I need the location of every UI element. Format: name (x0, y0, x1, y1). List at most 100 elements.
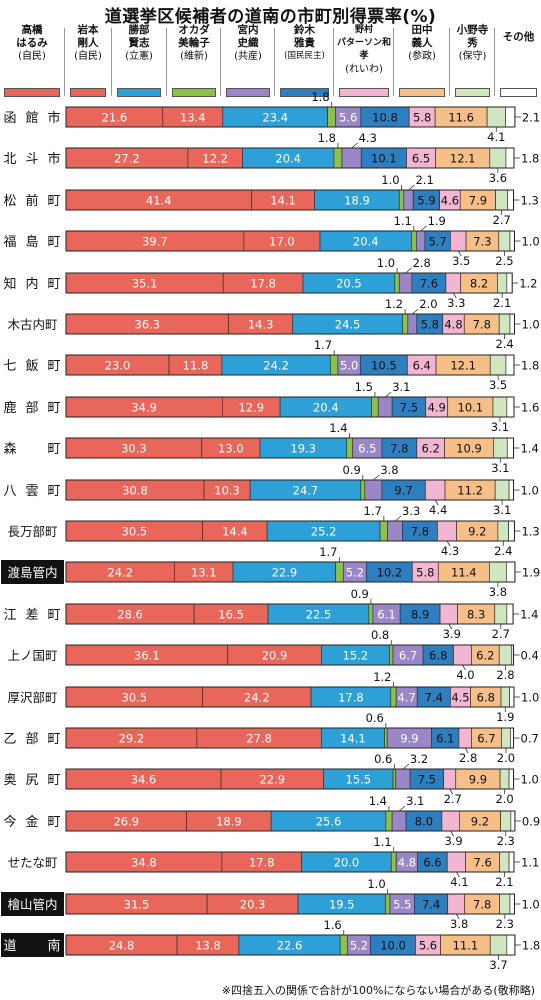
data-label-takahashi: 36.1 (134, 649, 160, 663)
data-label-suzuki: 5.7 (428, 235, 446, 249)
data-label-miyauchi: 9.9 (400, 732, 418, 746)
data-label-okada: 1.0 (367, 877, 385, 891)
data-label-takahashi: 41.4 (146, 194, 172, 208)
legend-swatch-katsube (117, 88, 161, 97)
data-label-nomura: 4.6 (441, 194, 459, 208)
bar-segment-miyauchi (415, 230, 426, 252)
legend-item-iwamoto: 岩本 剛人 (自民) (66, 24, 110, 100)
legend-divider (220, 28, 221, 96)
bar-segment-other (506, 934, 516, 956)
data-label-miyauchi: 2.8 (413, 256, 431, 270)
data-label-iwamoto: 13.0 (218, 442, 244, 456)
data-label-tanaka: 12.1 (450, 152, 476, 166)
legend-swatch-takahashi (4, 88, 60, 97)
bar-segment-okada (346, 437, 354, 459)
data-label-nomura: 6.5 (412, 152, 430, 166)
row-label-char: 尻 (25, 773, 38, 788)
data-label-iwamoto: 12.9 (238, 401, 264, 415)
data-label-nomura: 3.3 (447, 296, 465, 310)
bar-segment-okada (379, 520, 389, 542)
row-label: 上ノ国町 (7, 648, 57, 663)
data-label-onodera: 3.1 (493, 503, 511, 517)
data-label-katsube: 19.5 (329, 898, 355, 912)
data-label-iwamoto: 12.2 (202, 152, 228, 166)
row-label: 檜山管内 (7, 897, 57, 912)
data-label-okada: 1.7 (364, 504, 382, 518)
bar-segment-okada (360, 479, 366, 501)
data-label-iwamoto: 17.8 (250, 277, 276, 291)
bar-segment-nomura (443, 768, 457, 790)
data-label-katsube: 19.3 (290, 442, 316, 456)
bar-segment-okada (339, 934, 348, 956)
row-label-char: 市 (47, 151, 60, 167)
leader-line (449, 788, 454, 795)
legend-item-tanaka: 田中 義人 (参政) (395, 24, 449, 100)
legend-item-nomura: 野村 パターソン和孝 (れいわ) (335, 24, 393, 100)
legend-swatch-suzuki (280, 88, 329, 97)
bar-segment-nomura (453, 644, 472, 666)
data-label-okada: 1.4 (329, 421, 347, 435)
data-label-tanaka: 7.6 (473, 856, 491, 870)
leader-line (434, 499, 439, 506)
data-label-tanaka: 9.2 (471, 815, 489, 829)
bar-segment-nomura (445, 272, 462, 294)
legend-name: 高橋 はるみ (16, 24, 48, 49)
data-label-nomura: 5.8 (413, 111, 431, 125)
data-label-nomura: 4.4 (429, 503, 447, 517)
data-label-onodera: 1.9 (496, 710, 514, 724)
data-label-other: 0.7 (521, 732, 539, 746)
data-label-nomura: 4.5 (451, 691, 469, 705)
leader-line (384, 391, 392, 398)
data-label-other: 1.9 (522, 566, 540, 580)
data-label-miyauchi: 3.2 (410, 752, 428, 766)
data-label-okada: 0.9 (351, 587, 369, 601)
bar-segment-other (505, 106, 516, 128)
data-label-nomura: 3.9 (444, 834, 462, 848)
data-label-miyauchi: 5.2 (346, 566, 364, 580)
data-label-onodera: 2.7 (493, 213, 511, 227)
data-label-suzuki: 10.5 (371, 359, 397, 373)
row-label-char: 乙 (3, 732, 16, 747)
data-label-takahashi: 34.9 (131, 401, 157, 415)
row-label-char: 雲 (25, 484, 38, 499)
data-label-okada: 1.7 (319, 545, 337, 559)
data-label-katsube: 24.7 (293, 484, 319, 498)
legend-divider (111, 28, 112, 96)
legend-item-other: その他 (496, 24, 541, 100)
row-label-char: 八 (3, 484, 16, 499)
legend-name: 勝部 賢志 (128, 24, 150, 49)
data-label-iwamoto: 20.9 (262, 649, 288, 663)
data-label-suzuki: 7.5 (400, 401, 418, 415)
bar-segment-okada (394, 272, 400, 294)
data-label-katsube: 20.0 (334, 856, 360, 870)
row-label-char: 鹿 (3, 400, 16, 416)
data-label-takahashi: 34.8 (131, 856, 157, 870)
row-label-char: 島 (25, 235, 38, 250)
legend-swatch-onodera (455, 88, 490, 97)
row-label-char: 町 (47, 773, 60, 788)
row-label-bg (1, 933, 64, 957)
data-label-takahashi: 21.6 (102, 111, 128, 125)
data-label-other: 1.0 (521, 898, 539, 912)
data-label-miyauchi: 6.1 (377, 608, 395, 622)
data-label-suzuki: 7.8 (411, 525, 429, 539)
bar-segment-onodera (498, 644, 513, 666)
row-label-char: 飯 (25, 359, 38, 374)
leader-line (402, 763, 410, 770)
data-label-miyauchi: 5.0 (340, 359, 358, 373)
data-label-onodera: 2.1 (495, 875, 513, 889)
bar-segment-miyauchi (407, 313, 418, 335)
row-label: 木古内町 (7, 317, 57, 332)
data-label-iwamoto: 17.0 (269, 235, 295, 249)
row-label-char: 町 (47, 484, 60, 499)
row-label-bg (1, 892, 64, 916)
data-label-onodera: 3.7 (489, 958, 507, 972)
row-label-char: 内 (25, 276, 38, 292)
legend: 高橋 はるみ (自民) 岩本 剛人 (自民) 勝部 賢志 (立憲) オカダ 美輪子 (維新) 宮… (0, 24, 541, 100)
bar-segment-okada (329, 354, 339, 376)
row-label-char: 差 (25, 608, 38, 623)
legend-item-suzuki: 鈴木 雅貴 (国民民主) (276, 24, 333, 100)
row-label-char: 金 (25, 814, 38, 830)
data-label-takahashi: 23.0 (105, 359, 131, 373)
row-label-char: 町 (47, 401, 60, 416)
